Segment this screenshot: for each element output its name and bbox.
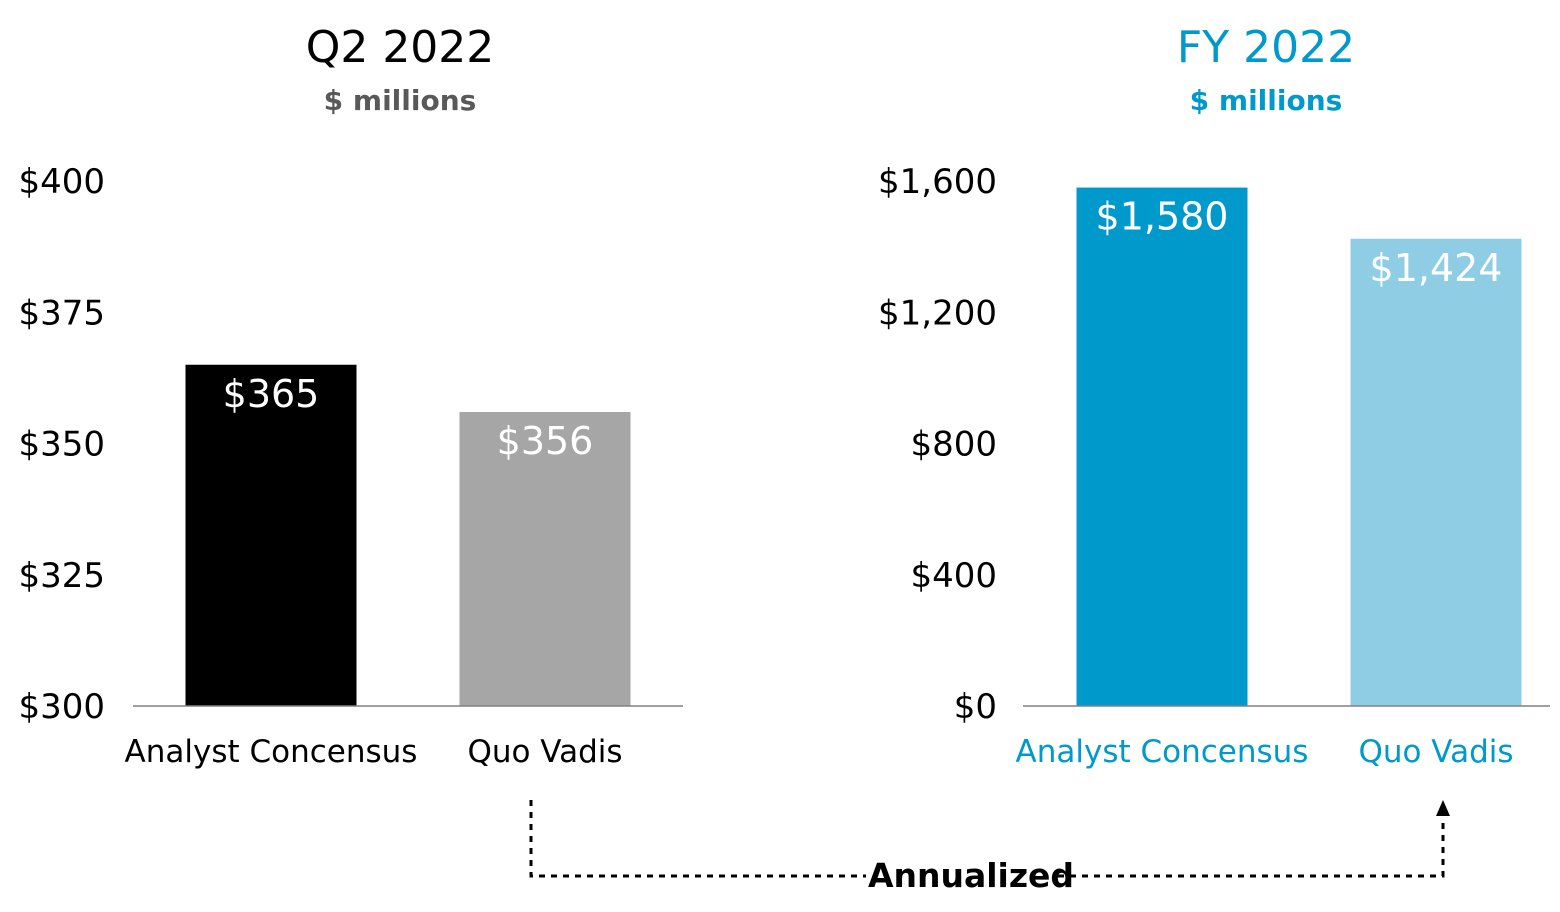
- data-label: $1,424: [1370, 246, 1503, 290]
- bar: [1350, 238, 1522, 706]
- category-label: Quo Vadis: [1358, 734, 1513, 770]
- annualized-annotation: Annualized: [529, 800, 1450, 895]
- dotted-arrow-icon: [529, 800, 1445, 878]
- q2-2022-chart: Q2 2022 $ millions $300 $325 $350 $375 $400 $36…: [18, 22, 683, 770]
- annualized-label: Annualized: [868, 856, 1074, 895]
- y-tick-label: $375: [18, 293, 105, 333]
- chart-subtitle: $ millions: [1190, 84, 1343, 117]
- bar: [1076, 187, 1248, 706]
- data-label: $1,580: [1096, 195, 1229, 239]
- y-tick-label: $325: [18, 556, 105, 596]
- category-label: Analyst Concensus: [1016, 734, 1309, 770]
- y-tick-label: $800: [910, 425, 997, 465]
- chart-title: FY 2022: [1177, 22, 1355, 73]
- category-label: Quo Vadis: [467, 734, 622, 770]
- y-tick-label: $0: [954, 687, 997, 727]
- y-tick-label: $1,600: [878, 162, 997, 202]
- y-tick-label: $300: [18, 687, 105, 727]
- data-label: $365: [223, 372, 320, 416]
- y-tick-label: $1,200: [878, 293, 997, 333]
- data-label: $356: [497, 419, 594, 463]
- arrowhead-icon: [1436, 800, 1450, 816]
- bar: [459, 412, 631, 706]
- chart-subtitle: $ millions: [324, 84, 477, 117]
- category-label: Analyst Concensus: [125, 734, 418, 770]
- fy-2022-chart: FY 2022 $ millions $0 $400 $800 $1,200 $1,600 $…: [878, 22, 1550, 770]
- chart-title: Q2 2022: [306, 22, 495, 73]
- y-tick-label: $400: [18, 162, 105, 202]
- y-tick-label: $350: [18, 425, 105, 465]
- y-tick-label: $400: [910, 556, 997, 596]
- bar: [185, 364, 357, 706]
